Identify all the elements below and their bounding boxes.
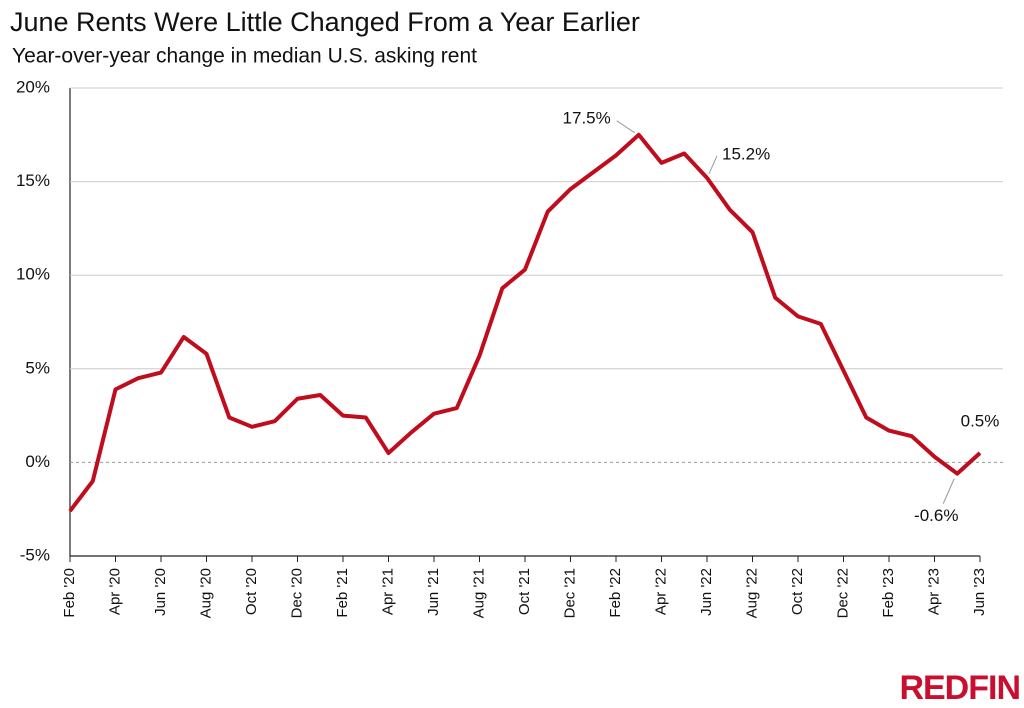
- x-tick-label: Oct '22: [789, 568, 806, 615]
- x-tick-label: Aug '21: [470, 568, 487, 618]
- logo: REDFIN: [899, 669, 1020, 707]
- leader-line: [708, 155, 718, 175]
- x-tick-label: Feb '20: [61, 568, 78, 618]
- y-tick-label: 15%: [16, 171, 50, 190]
- data-label: 17.5%: [563, 108, 611, 127]
- data-label: -0.6%: [914, 506, 958, 525]
- y-tick-label: 10%: [16, 265, 50, 284]
- x-tick-label: Jun '22: [698, 568, 715, 616]
- x-tick-label: Dec '22: [834, 568, 851, 618]
- x-tick-label: Dec '21: [561, 568, 578, 618]
- x-tick-label: Jun '21: [425, 568, 442, 616]
- x-tick-label: Apr '22: [652, 568, 669, 615]
- x-tick-label: Dec '20: [288, 568, 305, 618]
- x-tick-label: Oct '21: [516, 568, 533, 615]
- x-tick-label: Apr '23: [925, 568, 942, 615]
- y-tick-label: 0%: [25, 452, 50, 471]
- x-tick-label: Apr '21: [379, 568, 396, 615]
- chart-subtitle: Year-over-year change in median U.S. ask…: [12, 45, 477, 68]
- y-tick-label: -5%: [20, 545, 50, 564]
- data-label: 0.5%: [961, 412, 1000, 431]
- x-tick-label: Feb '21: [334, 568, 351, 618]
- x-tick-label: Aug '22: [743, 568, 760, 618]
- x-tick-label: Oct '20: [243, 568, 260, 615]
- x-tick-label: Feb '22: [607, 568, 624, 618]
- x-tick-label: Feb '23: [880, 568, 897, 618]
- line: [68, 132, 982, 513]
- y-tick-label: 5%: [25, 358, 50, 377]
- x-tick-label: Jun '20: [152, 568, 169, 616]
- leader-line: [942, 478, 955, 504]
- x-tick-label: Aug '20: [197, 568, 214, 618]
- leader-line: [616, 120, 636, 134]
- chart-title: June Rents Were Little Changed From a Ye…: [10, 7, 640, 37]
- data-label: 15.2%: [722, 144, 770, 163]
- x-tick-label: Jun '23: [971, 568, 988, 616]
- x-tick-label: Apr '20: [106, 568, 123, 615]
- y-tick-label: 20%: [16, 77, 50, 96]
